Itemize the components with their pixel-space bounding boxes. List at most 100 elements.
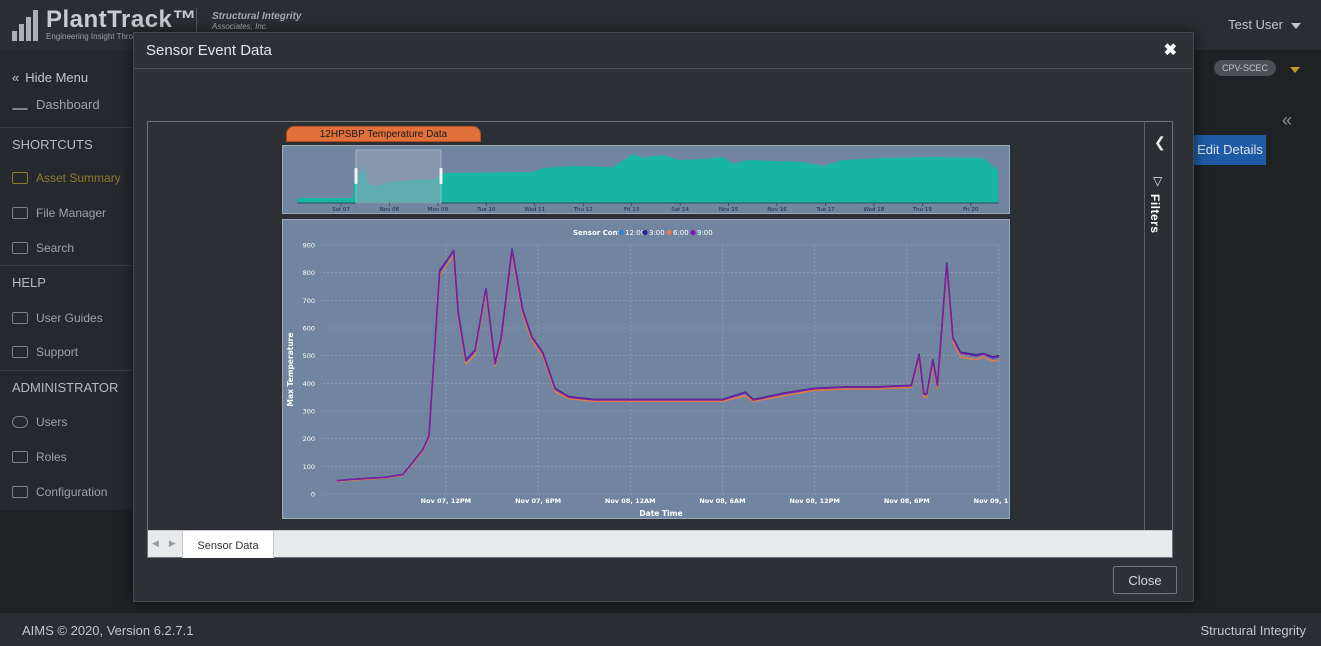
y-tick-label: 0 (311, 491, 315, 499)
brand-tagline: Engineering Insight Thro (46, 32, 134, 41)
sidebar-item-dashboard[interactable]: Dashboard (0, 90, 132, 118)
modal-body: 12HPSBP Temperature Data Sat 07 Nov 08 Mon… (147, 121, 1173, 558)
sidebar-item-label: Configuration (36, 485, 108, 499)
user-icon (12, 416, 28, 428)
navigator-tick-label: Fri 20 (963, 207, 979, 213)
sidebar-item-user-guides[interactable]: User Guides (0, 308, 132, 328)
legend-item: 3:00 (649, 229, 665, 237)
hide-menu-label: Hide Menu (25, 69, 89, 85)
y-axis-label: Max Temperature (286, 333, 295, 407)
modal-title: Sensor Event Data (146, 42, 272, 59)
asset-badge[interactable]: CPV-SCEC (1214, 60, 1277, 76)
sidebar-item-label: File Manager (36, 206, 107, 220)
series-line-1 (336, 249, 1000, 482)
user-name: Test User (1228, 17, 1283, 32)
series-line-4 (336, 249, 1000, 482)
legend-marker (690, 229, 696, 236)
y-tick-label: 900 (303, 242, 315, 250)
temperature-line-chart: Sensor Conv 12:00 3:00 6:00 9:00 0 100 200 300 40… (286, 229, 1024, 518)
partner-sub: Associates, Inc. (212, 22, 269, 31)
y-tick-label: 300 (303, 408, 315, 416)
double-chevron-left-icon[interactable]: « (1282, 110, 1293, 130)
filters-label: Filters (1148, 194, 1162, 234)
configuration-icon (12, 486, 28, 498)
sidebar-item-asset-summary[interactable]: Asset Summary (0, 168, 132, 188)
sidebar-item-roles[interactable]: Roles (0, 447, 132, 467)
navigator-tick-label: Nov 08 (380, 207, 400, 213)
chart-area: 12HPSBP Temperature Data Sat 07 Nov 08 Mon… (148, 122, 1144, 530)
series-line-2 (336, 248, 1000, 482)
y-tick-label: 400 (303, 380, 315, 388)
close-icon[interactable]: ✖ (1163, 42, 1177, 59)
legend-item: 12:00 (625, 229, 645, 237)
legend-marker (666, 229, 672, 236)
logo-divider (196, 8, 197, 40)
sidebar-item-support[interactable]: Support (0, 342, 132, 362)
modal-header: Sensor Event Data ✖ (134, 33, 1193, 69)
roles-icon (12, 451, 28, 463)
sidebar: « Hide Menu Dashboard SHORTCUTS Asset Su… (0, 50, 132, 510)
edit-details-button[interactable]: Edit Details (1194, 135, 1266, 165)
y-tick-label: 600 (303, 325, 315, 333)
navigator-tick-label: Nov 16 (767, 207, 787, 213)
sidebar-item-search[interactable]: Search (0, 238, 132, 258)
y-tick-label: 200 (303, 435, 315, 443)
navigator-tick-label: Nov 15 (719, 207, 739, 213)
x-tick-label: Nov 07, 12PM (421, 497, 471, 505)
navigator-tick-label: Thu 19 (912, 207, 933, 213)
tab-scroll-arrows[interactable]: ◀▶ (152, 538, 186, 548)
legend-title: Sensor Conv (573, 229, 623, 237)
sidebar-item-label: Dashboard (36, 96, 100, 112)
x-tick-label: Nov 07, 6PM (515, 497, 561, 505)
legend-item: 9:00 (697, 229, 713, 237)
navigator-tick-label: Tue 17 (815, 207, 835, 213)
navigator-tick-label: Thu 12 (573, 207, 593, 213)
navigator-tick-label: Sat 14 (671, 207, 689, 213)
chart-legend: Sensor Conv 12:00 3:00 6:00 9:00 (573, 229, 713, 237)
close-button[interactable]: Close (1113, 566, 1177, 594)
navigator-tick-label: Fri 13 (624, 207, 640, 213)
sidebar-heading-administrator: ADMINISTRATOR (0, 370, 132, 404)
footer-company: Structural Integrity (1200, 623, 1307, 638)
sidebar-item-file-manager[interactable]: File Manager (0, 203, 132, 223)
sidebar-heading-shortcuts: SHORTCUTS (0, 127, 132, 161)
navigator-tick-label: Mon 09 (428, 207, 449, 213)
x-tick-label: Nov 08, 6PM (884, 497, 930, 505)
legend-marker (618, 229, 624, 236)
book-icon (12, 312, 28, 324)
sheet-tabstrip: ◀▶ Sensor Data (148, 530, 1172, 558)
footer: AIMS © 2020, Version 6.2.7.1 Structural … (0, 613, 1321, 646)
asset-icon (12, 172, 28, 184)
sidebar-item-label: Support (36, 345, 79, 359)
background-right-panel: CPV-SCEC « Edit Details (1194, 56, 1321, 616)
search-icon (12, 242, 28, 254)
main-chart-panel: Sensor Conv 12:00 3:00 6:00 9:00 0 100 200 300 40… (282, 219, 1024, 519)
y-tick-label: 800 (303, 269, 315, 277)
navigator-chart[interactable]: Sat 07 Nov 08 Mon 09 Tue 10 Wed 11 Thu 12 Fri … (283, 146, 1009, 213)
planttrack-logo[interactable]: PlantTrack™ Engineering Insight Thro (12, 8, 197, 41)
y-tick-label: 100 (303, 463, 315, 471)
support-icon (12, 346, 28, 358)
navigator-tick-label: Wed 18 (864, 207, 885, 213)
logo-bars-icon (12, 9, 42, 41)
user-menu[interactable]: Test User (1228, 17, 1301, 32)
sidebar-item-label: User Guides (36, 311, 103, 325)
navigator-selection (355, 149, 442, 204)
x-tick-label: Nov 08, 12AM (605, 497, 656, 505)
y-tick-label: 500 (303, 352, 315, 360)
y-tick-label: 700 (303, 297, 315, 305)
sidebar-item-label: Users (36, 415, 68, 429)
filters-panel-toggle[interactable]: ❮ ▽ Filters (1144, 122, 1172, 530)
sidebar-item-configuration[interactable]: Configuration (0, 482, 132, 502)
chevron-left-icon[interactable]: ❮ (1154, 134, 1166, 150)
chart-title-tab[interactable]: 12HPSBP Temperature Data (286, 126, 481, 142)
sidebar-item-users[interactable]: Users (0, 412, 132, 432)
legend-marker (642, 229, 648, 236)
sensor-event-modal: Sensor Event Data ✖ 12HPSBP Temperature … (133, 32, 1194, 602)
chevron-down-icon[interactable] (1290, 67, 1300, 73)
partner-logo: Structural Integrity Associates, Inc. (212, 12, 301, 32)
navigator-panel[interactable]: Sat 07 Nov 08 Mon 09 Tue 10 Wed 11 Thu 12 Fri … (282, 145, 1010, 214)
brand-name: PlantTrack™ (46, 6, 197, 33)
hide-menu-button[interactable]: « Hide Menu (0, 60, 132, 94)
tab-sensor-data[interactable]: Sensor Data (182, 531, 274, 558)
